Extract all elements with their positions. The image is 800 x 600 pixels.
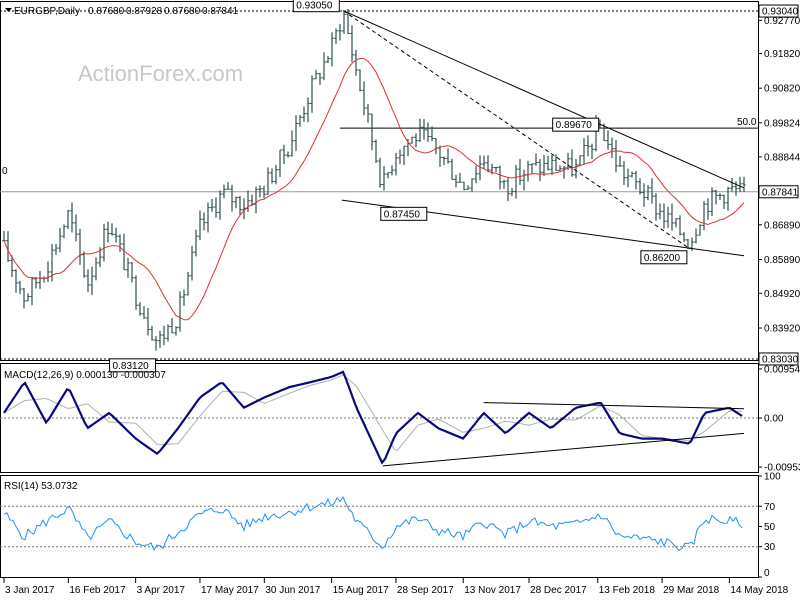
price-tick-label: 0.85890 <box>764 255 800 266</box>
rsi-label: RSI(14) 53.0732 <box>4 481 78 492</box>
collapse-triangle-icon[interactable] <box>5 8 12 12</box>
annotation-box <box>640 250 688 265</box>
date-tick-label: 15 Aug 2017 <box>333 585 390 596</box>
rsi-tick-label: 100 <box>764 472 781 483</box>
macd-tick-label: -0.009538 <box>764 463 800 474</box>
price-level-label: 0.87841 <box>762 187 799 198</box>
moving-average <box>3 57 745 321</box>
price-axis: 0.92770 0.91820 0.90820 0.89824 0.88844 0.868… <box>758 4 800 366</box>
macd-tick-label: 0.00954 <box>764 364 800 375</box>
price-bars <box>2 8 746 351</box>
macd-label: MACD(12,26,9) 0.000130 -0.000307 <box>4 370 166 381</box>
date-tick-label: 28 Sep 2017 <box>397 585 454 596</box>
rsi-tick-label: 0 <box>764 568 770 579</box>
annotation-label: 0.83120 <box>113 361 150 372</box>
left-edge-label: 0 <box>2 166 8 177</box>
macd-pane: 0.00954 0.00 -0.009538 <box>0 364 800 474</box>
watermark: ActionForex.com <box>78 61 243 86</box>
date-tick-label: 13 Nov 2017 <box>464 585 521 596</box>
rsi-tick-label: 30 <box>764 542 776 553</box>
annotation-box <box>380 206 428 221</box>
price-level-box <box>758 352 799 366</box>
date-tick-label: 30 Jun 2017 <box>265 585 320 596</box>
price-tick-label: 0.86890 <box>764 220 800 231</box>
fib-label: 50.0 <box>737 117 757 128</box>
annotation-label: 0.89670 <box>556 120 593 131</box>
annotation-label: 0.93050 <box>296 1 333 12</box>
date-tick-label: 3 Jan 2017 <box>5 585 55 596</box>
price-level-box <box>758 185 799 199</box>
price-trendline-2 <box>343 10 691 250</box>
rsi-tick-label: 70 <box>764 502 776 513</box>
macd-trendline-0 <box>483 402 745 410</box>
macd-tick-label: 0.00 <box>764 414 784 425</box>
price-level-box <box>758 4 799 18</box>
annotation-label: 0.86200 <box>644 253 681 264</box>
annotation-box <box>109 358 157 373</box>
moving-average-line <box>3 57 745 321</box>
price-levels: 50.00 <box>0 10 758 360</box>
date-tick-label: 14 May 2018 <box>730 585 788 596</box>
price-tick-label: 0.90820 <box>764 84 800 95</box>
date-tick-label: 16 Feb 2017 <box>69 585 126 596</box>
ohlc-low: 0.87680 <box>164 6 201 17</box>
symbol-timeframe-label: EURGBP,Daily <box>14 6 80 17</box>
date-axis: 3 Jan 2017 16 Feb 2017 3 Apr 2017 17 May 20… <box>3 578 789 596</box>
ohlc-open: 0.87680 <box>88 6 125 17</box>
price-pane-frame <box>0 1 759 361</box>
rsi-line <box>3 495 743 551</box>
macd-trendline-1 <box>382 432 745 467</box>
price-trendline-0 <box>343 10 745 189</box>
annotation-label: 0.87450 <box>384 209 421 220</box>
price-tick-label: 0.83920 <box>764 324 800 335</box>
price-tick-label: 0.91820 <box>764 49 800 60</box>
price-tick-label: 0.92770 <box>764 16 800 27</box>
annotation-box <box>552 117 600 132</box>
rsi-tick-label: 50 <box>764 522 776 533</box>
price-tick-label: 0.88844 <box>764 152 800 163</box>
date-tick-label: 3 Apr 2017 <box>137 585 186 596</box>
annotation-box <box>292 0 340 13</box>
price-tick-label: 0.84920 <box>764 289 800 300</box>
date-tick-label: 13 Feb 2018 <box>599 585 656 596</box>
price-tick-label: 0.89824 <box>764 118 800 129</box>
macd-signal-line <box>3 374 743 452</box>
price-annotations: 0.93050 0.89670 0.87450 0.86200 0.83120 <box>109 0 688 373</box>
date-tick-label: 28 Dec 2017 <box>530 585 587 596</box>
date-tick-label: 29 Mar 2018 <box>663 585 720 596</box>
price-level-label: 0.83030 <box>762 354 799 365</box>
rsi-pane: 100 70 50 30 0 <box>0 472 781 579</box>
macd-line <box>3 370 743 465</box>
price-level-label: 0.93040 <box>762 7 799 18</box>
date-tick-label: 17 May 2017 <box>201 585 259 596</box>
